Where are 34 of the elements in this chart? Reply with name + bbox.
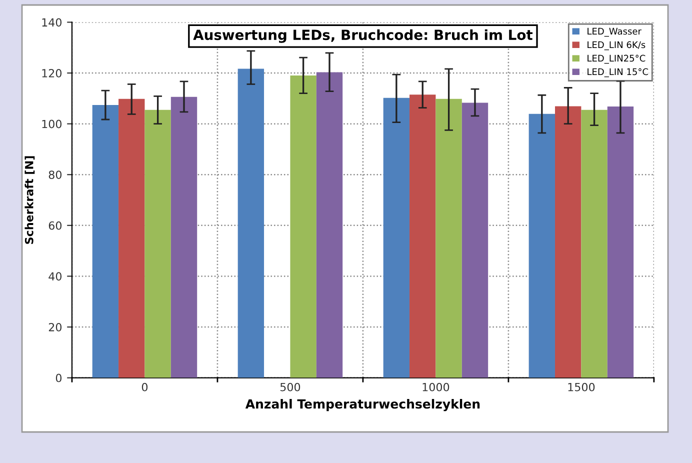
- legend-label: LED_Wasser: [588, 28, 642, 37]
- y-tick-label: 60: [48, 221, 62, 230]
- bar: [118, 98, 145, 378]
- y-tick-label: 80: [48, 170, 62, 179]
- y-tick-label: 140: [42, 18, 62, 27]
- y-tick-label: 120: [42, 68, 62, 78]
- y-axis-title: Scherkraft [N]: [24, 156, 35, 244]
- bar: [555, 106, 582, 378]
- bar: [92, 105, 119, 378]
- bar: [170, 96, 198, 378]
- y-tick-label: 20: [48, 322, 62, 332]
- bar: [383, 98, 410, 378]
- x-tick-label: 0: [142, 382, 148, 392]
- legend-label: LED_LIN 6K/s: [588, 41, 646, 50]
- legend-label: LED_LIN25°C: [588, 54, 646, 64]
- bar: [462, 102, 488, 378]
- bar: [144, 110, 171, 378]
- bar: [290, 76, 316, 378]
- bar: [436, 98, 462, 378]
- bar: [528, 114, 556, 378]
- bar: [316, 72, 343, 378]
- y-tick-label: 40: [48, 272, 62, 281]
- legend-label: LED_LIN 15°C: [588, 68, 648, 78]
- bar: [238, 68, 264, 378]
- y-tick-label: 100: [42, 120, 62, 128]
- bar: [581, 110, 608, 378]
- x-tick-label: 1500: [568, 382, 595, 392]
- bar: [607, 106, 634, 378]
- x-axis-title: Anzahl Temperaturwechselzyklen: [245, 398, 480, 412]
- x-tick-label: 1000: [422, 382, 450, 392]
- y-tick-label: 0: [56, 374, 62, 382]
- x-tick-label: 500: [280, 382, 300, 392]
- chart-title: Auswertung LEDs, Bruchcode: Bruch im Lot: [193, 29, 533, 43]
- bar: [410, 94, 436, 378]
